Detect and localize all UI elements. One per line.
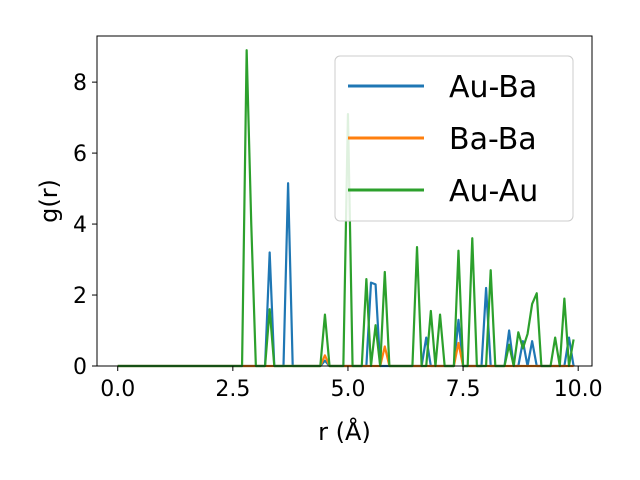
legend-label: Au-Ba	[449, 70, 537, 105]
x-tick-label: 5.0	[330, 377, 365, 402]
y-tick-label: 8	[73, 71, 87, 96]
y-tick-label: 4	[73, 213, 87, 238]
x-axis-label: r (Å)	[318, 417, 371, 446]
y-tick-label: 2	[73, 284, 87, 309]
axes-frame	[96, 35, 593, 367]
legend-label: Au-Au	[449, 174, 538, 209]
legend-box	[334, 55, 574, 222]
legend: Au-Ba Ba-Ba Au-Au	[334, 55, 574, 222]
y-axis-label: g(r)	[35, 179, 63, 223]
y-tick-label: 6	[73, 142, 87, 167]
ticks-layer: 0.0 2.5 5.0 7.5 10.0 0 2 4 6 8	[73, 71, 603, 402]
x-tick-label: 10.0	[554, 377, 603, 402]
x-tick-label: 7.5	[446, 377, 481, 402]
series-line-ba-ba	[117, 341, 574, 368]
x-tick-label: 2.5	[215, 377, 250, 402]
legend-label: Ba-Ba	[449, 122, 537, 157]
x-tick-label: 0.0	[100, 377, 135, 402]
y-tick-label: 0	[73, 355, 87, 380]
